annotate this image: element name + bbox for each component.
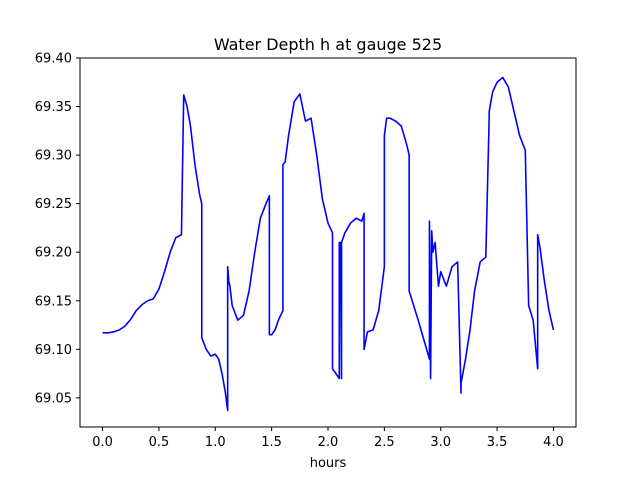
x-tick-label: 1.0	[205, 435, 226, 450]
x-tick-label: 0.5	[149, 435, 170, 450]
x-axis-label: hours	[310, 456, 347, 471]
y-tick-label: 69.40	[35, 52, 72, 67]
y-axis-ticks: 69.05 69.10 69.15 69.20 69.25 69.30 69.35 69.40	[35, 52, 80, 406]
plot-frame	[79, 57, 577, 428]
y-tick-label: 69.20	[35, 246, 72, 261]
x-tick-label: 1.5	[261, 435, 282, 450]
plot-area	[102, 76, 555, 412]
series-line-0	[102, 76, 555, 412]
y-tick-label: 69.05	[35, 391, 72, 406]
x-tick-label: 3.5	[487, 435, 508, 450]
x-tick-label: 4.0	[543, 435, 564, 450]
y-tick-label: 69.10	[35, 343, 72, 358]
x-tick-label: 3.0	[430, 435, 451, 450]
y-tick-label: 69.35	[35, 100, 72, 115]
chart-title: Water Depth h at gauge 525	[214, 35, 442, 54]
y-tick-label: 69.30	[35, 149, 72, 164]
y-tick-label: 69.25	[35, 197, 72, 212]
y-tick-label: 69.15	[35, 294, 72, 309]
x-tick-label: 2.0	[318, 435, 339, 450]
x-tick-label: 0.0	[92, 435, 113, 450]
x-tick-label: 2.5	[374, 435, 395, 450]
x-axis-ticks: 0.0 0.5 1.0 1.5 2.0 2.5 3.0 3.5 4.0	[92, 427, 564, 450]
